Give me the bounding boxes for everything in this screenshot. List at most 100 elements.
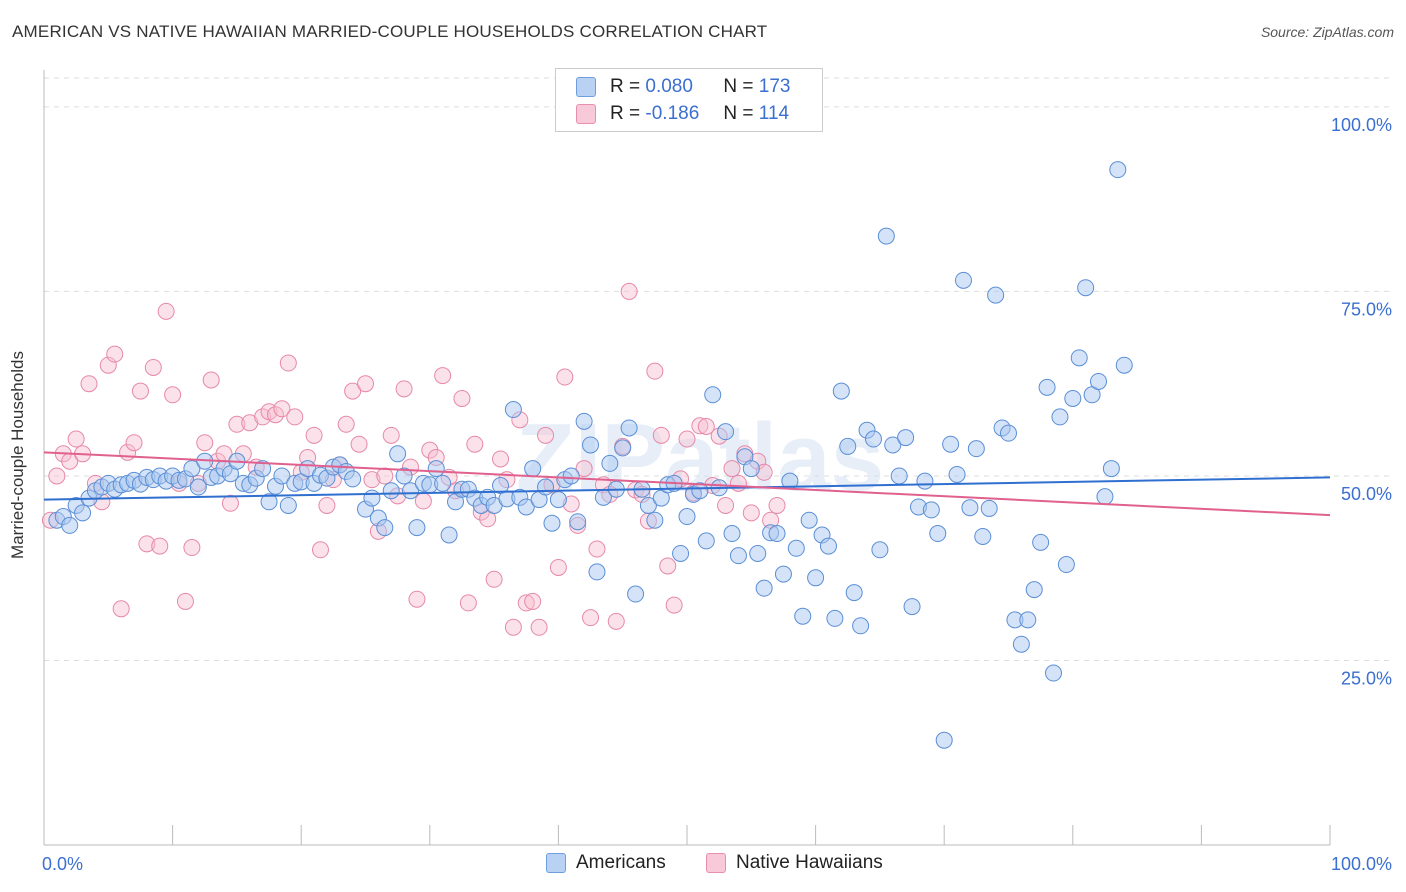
- american-point: [569, 513, 587, 531]
- american-point: [1051, 408, 1069, 426]
- american-point: [974, 527, 992, 545]
- americans-legend-swatch: [546, 853, 566, 873]
- american-point: [543, 514, 561, 532]
- stats-legend: R = 0.080 N = 173 R = -0.186 N = 114: [555, 68, 823, 132]
- y-tick-label: 75.0%: [1341, 299, 1392, 319]
- american-point: [344, 470, 362, 488]
- american-point: [967, 440, 985, 458]
- native-hawaiians-swatch: [576, 104, 596, 124]
- americans-points: [48, 161, 1133, 749]
- american-point: [819, 537, 837, 555]
- native-hawaiian-point: [67, 430, 85, 448]
- american-point: [260, 493, 278, 511]
- legend-row-americans: R = 0.080 N = 173: [576, 75, 790, 99]
- native-hawaiian-point: [607, 612, 625, 630]
- american-point: [787, 539, 805, 557]
- american-point: [427, 460, 445, 478]
- native-hawaiian-point: [144, 358, 162, 376]
- american-point: [61, 516, 79, 534]
- american-point: [575, 412, 593, 430]
- american-point: [1090, 372, 1108, 390]
- n-label: N =: [723, 76, 754, 97]
- native-hawaiian-point: [742, 504, 760, 522]
- r-label: R =: [610, 76, 641, 97]
- native-hawaiian-point: [537, 426, 555, 444]
- n-value: 173: [758, 76, 791, 97]
- american-point: [537, 478, 555, 496]
- american-point: [742, 460, 760, 478]
- american-point: [549, 491, 567, 509]
- native-hawaiian-point: [228, 415, 246, 433]
- american-point: [807, 569, 825, 587]
- native-hawaiian-point: [311, 541, 329, 559]
- american-point: [517, 498, 535, 516]
- native-hawaiian-point: [485, 570, 503, 588]
- native-hawaiian-point: [414, 492, 432, 510]
- american-point: [845, 584, 863, 602]
- american-point: [954, 271, 972, 289]
- native-hawaiian-point: [350, 435, 368, 453]
- native-hawaiian-point: [646, 362, 664, 380]
- native-hawaiian-point: [453, 389, 471, 407]
- native-hawaiian-point: [395, 380, 413, 398]
- native-hawaiian-point: [157, 302, 175, 320]
- native-hawaiian-point: [530, 618, 548, 636]
- chart-title: AMERICAN VS NATIVE HAWAIIAN MARRIED-COUP…: [12, 22, 768, 41]
- american-point: [1025, 581, 1043, 599]
- american-point: [1012, 635, 1030, 653]
- native-hawaiian-point: [99, 356, 117, 374]
- american-point: [672, 544, 690, 562]
- native-hawaiian-point: [382, 426, 400, 444]
- american-point: [1032, 533, 1050, 551]
- american-point: [363, 489, 381, 507]
- american-point: [273, 467, 291, 485]
- american-point: [890, 467, 908, 485]
- american-point: [942, 435, 960, 453]
- american-point: [729, 547, 747, 565]
- native-hawaiian-point: [164, 386, 182, 404]
- american-point: [183, 460, 201, 478]
- american-point: [382, 482, 400, 500]
- american-point: [1077, 279, 1095, 297]
- american-point: [774, 565, 792, 583]
- american-point: [704, 386, 722, 404]
- american-point: [864, 430, 882, 448]
- native-hawaiian-point: [266, 406, 284, 424]
- native-hawaiian-point: [652, 426, 670, 444]
- american-point: [279, 496, 297, 514]
- american-point: [922, 501, 940, 519]
- american-point: [948, 465, 966, 483]
- x-tick-label: 0.0%: [42, 854, 83, 874]
- native-hawaiian-point: [138, 535, 156, 553]
- native-hawaiian-point: [504, 618, 522, 636]
- native-hawaiian-point: [492, 450, 510, 468]
- native-hawaiian-point: [273, 400, 291, 418]
- tick-labels: 25.0% 50.0% 75.0% 100.0% 0.0% 100.0%: [42, 115, 1392, 874]
- native-hawaiian-point: [176, 592, 194, 610]
- american-point: [794, 607, 812, 625]
- american-point: [678, 508, 696, 526]
- american-point: [254, 460, 272, 478]
- native-hawaiian-point: [48, 467, 66, 485]
- legend-americans: Americans: [546, 852, 666, 874]
- american-point: [980, 499, 998, 517]
- legend-native-hawaiians: Native Hawaiians: [706, 852, 883, 874]
- american-point: [627, 585, 645, 603]
- r-value: 0.080: [645, 76, 693, 97]
- native-hawaiian-point: [344, 382, 362, 400]
- american-point: [987, 286, 1005, 304]
- american-point: [768, 525, 786, 543]
- y-tick-label: 25.0%: [1341, 668, 1392, 688]
- x-tick-label: 100.0%: [1331, 854, 1392, 874]
- american-point: [408, 519, 426, 537]
- native-hawaiian-point: [318, 496, 336, 514]
- native-hawaiian-point: [286, 408, 304, 426]
- native-hawaiian-point: [717, 496, 735, 514]
- american-point: [582, 436, 600, 454]
- american-point: [749, 544, 767, 562]
- legend-row-native-hawaiians: R = -0.186 N = 114: [576, 102, 789, 126]
- native-hawaiians-trend-line: [43, 451, 1331, 517]
- native-hawaiian-point: [357, 375, 374, 393]
- r-value: -0.186: [645, 103, 700, 124]
- american-point: [832, 382, 850, 400]
